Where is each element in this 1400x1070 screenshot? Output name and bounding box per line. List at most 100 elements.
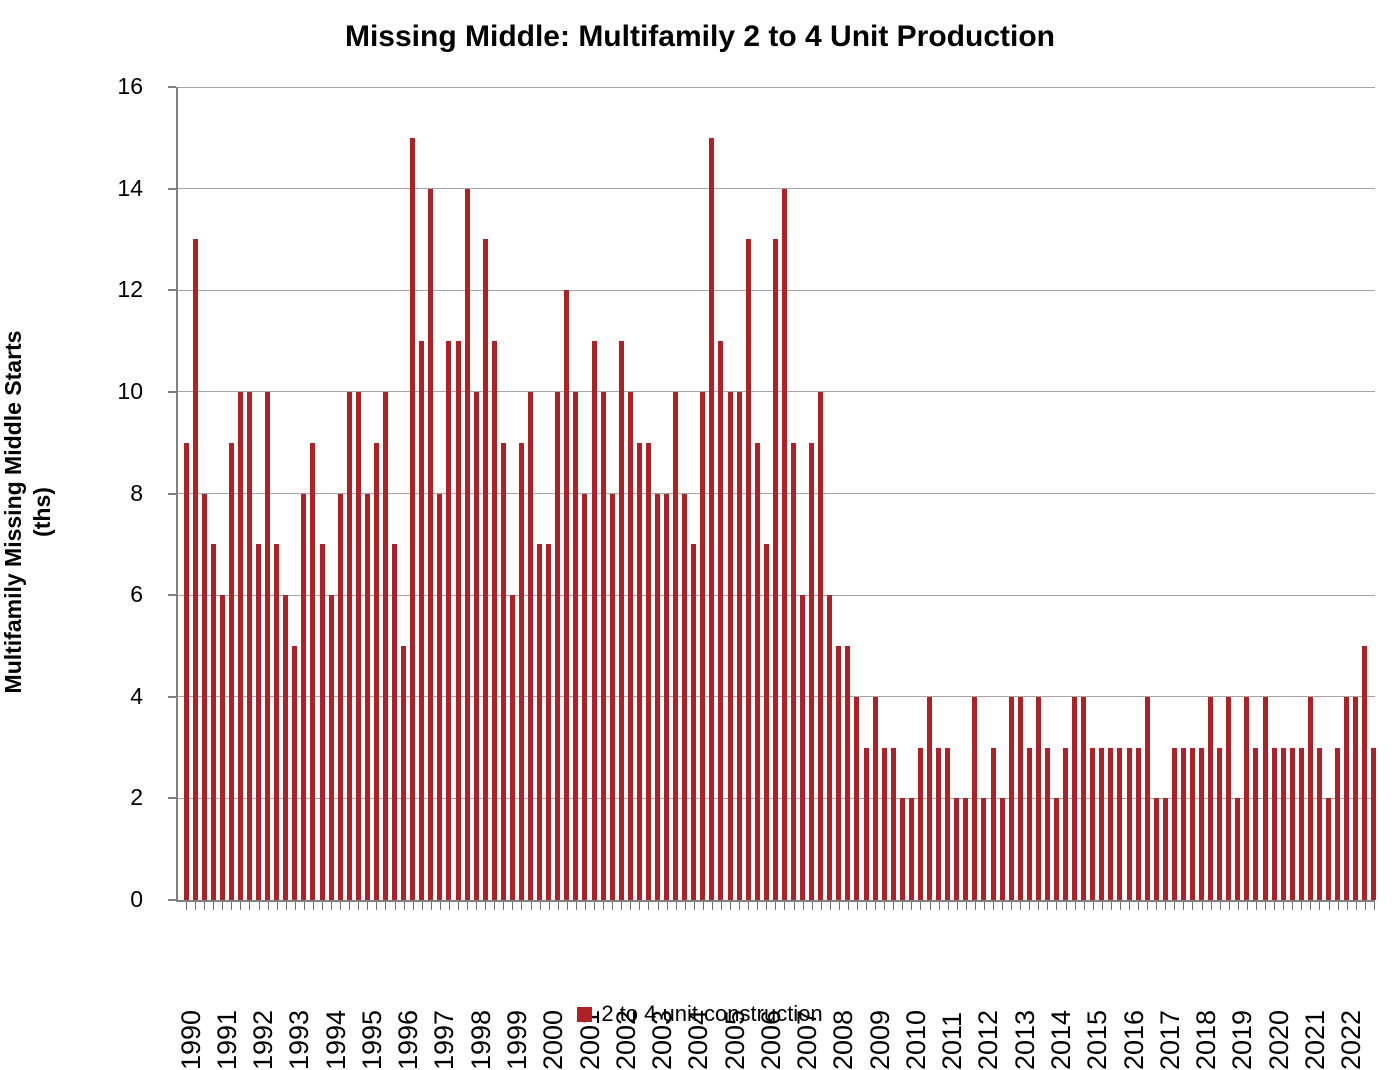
bar-2015-Q3 [1108, 747, 1114, 900]
x-axis-tick [521, 902, 523, 910]
bar-2011-Q4 [972, 696, 978, 900]
x-axis-tick [1274, 902, 1276, 910]
x-axis-tick [666, 902, 668, 910]
bar-2002-Q4 [645, 442, 651, 900]
x-axis-tick [720, 902, 722, 910]
bar-2001-Q2 [591, 341, 597, 900]
bar-2013-Q4 [1044, 747, 1050, 900]
bar-2012-Q1 [981, 798, 987, 900]
x-axis-tick [1119, 902, 1121, 910]
x-axis-tick [448, 902, 450, 910]
x-axis-tick [476, 902, 478, 910]
x-axis-tick [394, 902, 396, 910]
bar-2003-Q4 [682, 493, 688, 900]
x-axis-tick [793, 902, 795, 910]
x-axis-tick [911, 902, 913, 910]
x-axis-tick [693, 902, 695, 910]
y-tick-label-12: 12 [117, 276, 143, 303]
x-axis-tick [875, 902, 877, 910]
x-axis-tick [331, 902, 333, 910]
x-axis-tick [1210, 902, 1212, 910]
bar-1997-Q2 [446, 341, 452, 900]
x-axis-tick [385, 902, 387, 910]
x-axis-tick [893, 902, 895, 910]
x-axis-tick [1319, 902, 1321, 910]
x-axis-tick [1129, 902, 1131, 910]
bar-1999-Q3 [528, 391, 534, 900]
bar-1996-Q2 [410, 137, 416, 900]
bar-2009-Q4 [899, 798, 905, 900]
x-axis-tick [557, 902, 559, 910]
bar-1995-Q2 [373, 442, 379, 900]
y-axis-title: Multifamily Missing Middle Starts (ths) [0, 330, 55, 694]
x-axis-tick [285, 902, 287, 910]
x-axis-tick [648, 902, 650, 910]
bar-2020-Q3 [1289, 747, 1295, 900]
bar-2017-Q2 [1171, 747, 1177, 900]
bar-2007-Q4 [827, 595, 833, 900]
y-axis-tick [168, 289, 176, 292]
bar-1994-Q1 [328, 595, 334, 900]
bar-2014-Q3 [1072, 696, 1078, 900]
bar-2016-Q2 [1135, 747, 1141, 900]
x-axis-tick [1228, 902, 1230, 910]
x-axis-tick [657, 902, 659, 910]
x-axis-tick [240, 902, 242, 910]
bar-2003-Q3 [673, 391, 679, 900]
bar-2017-Q4 [1189, 747, 1195, 900]
x-axis-tick [1047, 902, 1049, 910]
x-axis-tick [258, 902, 260, 910]
bar-1999-Q1 [509, 595, 515, 900]
x-axis-tick [204, 902, 206, 910]
x-axis-tick [675, 902, 677, 910]
x-axis-line [176, 900, 1375, 902]
x-axis-tick [1074, 902, 1076, 910]
bar-1994-Q4 [355, 391, 361, 900]
x-axis-tick [884, 902, 886, 910]
x-axis-tick [367, 902, 369, 910]
bar-2007-Q3 [818, 391, 824, 900]
x-axis-tick [702, 902, 704, 910]
x-axis-tick [1183, 902, 1185, 910]
x-axis-tick [566, 902, 568, 910]
x-axis-tick [639, 902, 641, 910]
bar-2005-Q1 [727, 391, 733, 900]
bar-2003-Q1 [655, 493, 660, 900]
bar-1994-Q2 [337, 493, 343, 900]
x-axis-tick [584, 902, 586, 910]
bar-2021-Q4 [1335, 747, 1341, 900]
bar-2022-Q2 [1353, 696, 1359, 900]
x-axis-tick [548, 902, 550, 910]
x-axis-tick [775, 902, 777, 910]
x-axis-tick [866, 902, 868, 910]
bar-2008-Q4 [863, 747, 869, 900]
x-axis-tick [1038, 902, 1040, 910]
bar-2022-Q1 [1344, 696, 1350, 900]
x-axis-tick [983, 902, 985, 910]
bar-2010-Q1 [908, 798, 914, 900]
bar-1995-Q3 [382, 391, 388, 900]
x-axis-tick [920, 902, 922, 910]
x-axis-tick [938, 902, 940, 910]
x-axis-tick [412, 902, 414, 910]
x-axis-tick [1110, 902, 1112, 910]
bar-1993-Q3 [310, 442, 316, 900]
x-axis-tick [458, 902, 460, 910]
bar-1991-Q3 [237, 391, 243, 900]
bar-2010-Q4 [936, 747, 942, 900]
x-axis-tick [1283, 902, 1285, 910]
x-axis-tick [594, 902, 596, 910]
bar-1998-Q2 [482, 239, 488, 900]
bar-1992-Q1 [256, 544, 262, 900]
bar-1991-Q4 [246, 391, 252, 900]
y-axis-tick [168, 390, 176, 393]
bar-1997-Q4 [464, 188, 470, 900]
x-axis-tick [512, 902, 514, 910]
x-axis-tick [231, 902, 233, 910]
y-tick-label-0: 0 [130, 886, 143, 912]
x-axis-tick [494, 902, 496, 910]
y-axis-tick [168, 187, 176, 190]
bar-2012-Q3 [999, 798, 1005, 900]
x-axis-tick [1083, 902, 1085, 910]
bar-2009-Q3 [890, 747, 896, 900]
